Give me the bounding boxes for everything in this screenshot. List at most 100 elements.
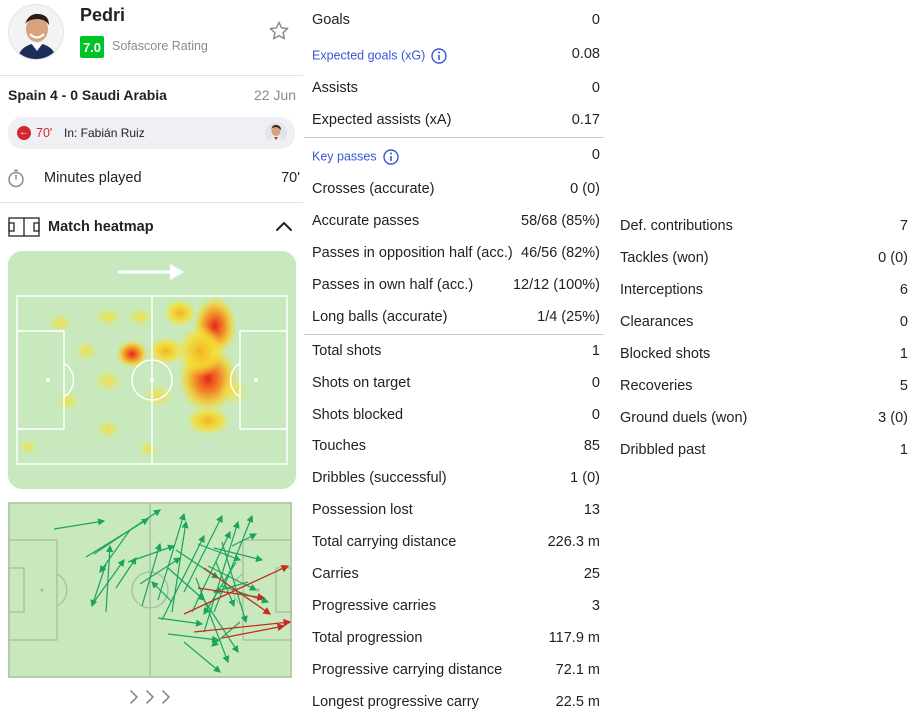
stat-label: Passes in own half (acc.) [312,277,473,293]
player-avatar[interactable] [8,4,64,60]
sub-player-avatar[interactable] [265,122,287,144]
stat-value: 46/56 (82%) [521,245,600,261]
stat-row-expected-goals-xg: Expected goals (xG) 0.08 [312,43,600,67]
stat-value: 1 [899,442,908,458]
heatmap-title: Match heatmap [48,219,154,235]
info-icon[interactable] [382,149,399,165]
stat-value: 72.1 m [555,662,600,678]
stat-value: 3 [591,598,600,614]
stat-row-assists: Assists 0 [312,77,600,101]
stat-label-text: Crosses (accurate) [312,181,435,197]
stat-row-progressive-carries: Progressive carries 3 [312,595,600,619]
stat-row-crosses-accurate: Crosses (accurate) 0 (0) [312,178,600,202]
player-photo [9,5,63,59]
stat-value: 7 [899,218,908,234]
stat-value: 117.9 m [548,630,600,646]
stat-label-text: Passes in opposition half (acc.) [312,245,513,261]
stat-label: Passes in opposition half (acc.) [312,245,513,261]
stat-value: 0 [591,407,600,423]
stat-row-clearances: Clearances 0 [620,311,908,335]
stat-label: Ground duels (won) [620,410,747,426]
stat-value: 12/12 (100%) [512,277,600,293]
stat-value: 0 (0) [570,181,600,197]
match-date: 22 Jun [253,87,296,103]
stat-label-text: Dribbles (successful) [312,470,447,486]
stat-label: Goals [312,12,350,28]
stat-label: Possession lost [312,502,413,518]
stat-row-accurate-passes: Accurate passes 58/68 (85%) [312,210,600,234]
rating-label: Sofascore Rating [112,39,208,53]
stat-row-dribbles-successful: Dribbles (successful) 1 (0) [312,467,600,491]
stat-label: Dribbled past [620,442,705,458]
stat-row-expected-assists-xa: Expected assists (xA) 0.17 [312,109,600,133]
player-panel: Pedri 7.0 Sofascore Rating Spain 4 - 0 S… [0,0,303,727]
stat-label-text: Dribbled past [620,442,706,458]
chevron-up-icon[interactable] [275,219,293,233]
stat-row-total-progression: Total progression 117.9 m [312,627,600,651]
stat-label-text: Longest progressive carry [312,694,479,710]
stat-label-text: Carries [312,566,359,582]
stat-label-text: Goals [312,12,350,28]
stat-row-shots-blocked: Shots blocked 0 [312,404,600,428]
minutes-played-value: 70' [281,170,300,186]
stat-row-goals: Goals 0 [312,9,600,33]
stat-label-text: Progressive carries [312,598,437,614]
pass-map-pitch [8,502,292,678]
stat-label-text: Long balls (accurate) [312,309,448,325]
stat-label-text: Passes in own half (acc.) [312,277,474,293]
stat-row-blocked-shots: Blocked shots 1 [620,343,908,367]
stat-value: 1/4 (25%) [537,309,600,325]
divider [0,202,303,203]
stat-label: Def. contributions [620,218,733,234]
stat-row-passes-in-opposition-half-acc: Passes in opposition half (acc.) 46/56 (8… [312,242,600,266]
stat-label-text: Total shots [312,343,382,359]
stat-value: 0.17 [571,112,600,128]
stat-label: Progressive carrying distance [312,662,502,678]
stat-value: 0.08 [571,46,600,62]
stat-value: 0 [899,314,908,330]
stat-row-tackles-won: Tackles (won) 0 (0) [620,247,908,271]
stat-label[interactable]: Expected goals (xG) [312,48,447,64]
stat-label[interactable]: Key passes [312,149,399,165]
stat-label-text: Blocked shots [620,346,711,362]
stat-value: 1 [591,343,600,359]
stat-value: 22.5 m [555,694,600,710]
stat-label-text: Assists [312,80,358,96]
stat-value: 0 [591,147,600,163]
stat-label: Assists [312,80,358,96]
stat-label: Longest progressive carry [312,694,479,710]
stat-label-text: Tackles (won) [620,250,709,266]
stat-label: Carries [312,566,359,582]
section-divider [304,334,604,335]
info-icon[interactable] [431,48,447,64]
sub-player: In: Fabián Ruiz [64,126,145,140]
stat-label-text: Touches [312,438,367,454]
stat-label-text: Clearances [620,314,694,330]
stat-label: Shots on target [312,375,410,391]
minutes-played-label: Minutes played [44,170,142,186]
stat-row-dribbled-past: Dribbled past 1 [620,439,908,463]
stat-label-text: Shots blocked [312,407,404,423]
stat-label: Total shots [312,343,381,359]
stat-label-text: Shots on target [312,375,411,391]
stat-label: Crosses (accurate) [312,181,434,197]
stat-label: Tackles (won) [620,250,709,266]
stat-label: Recoveries [620,378,693,394]
stat-value: 0 [591,12,600,28]
sub-minute: 70' [36,126,53,140]
match-title[interactable]: Spain 4 - 0 Saudi Arabia [8,87,167,103]
sub-player-photo [265,122,287,144]
divider [0,75,303,76]
stat-row-key-passes: Key passes 0 [312,144,600,168]
stat-label-text: Def. contributions [620,218,733,234]
stat-row-shots-on-target: Shots on target 0 [312,372,600,396]
favorite-star-icon[interactable] [268,20,290,42]
stat-value: 0 (0) [878,250,908,266]
rating-badge: 7.0 [80,36,104,58]
next-chevrons-icon[interactable] [126,688,176,706]
section-divider [304,137,604,138]
stat-value: 0 [591,375,600,391]
stat-label: Long balls (accurate) [312,309,447,325]
pass-map [8,502,292,678]
stat-label-text: Expected assists (xA) [312,112,452,128]
